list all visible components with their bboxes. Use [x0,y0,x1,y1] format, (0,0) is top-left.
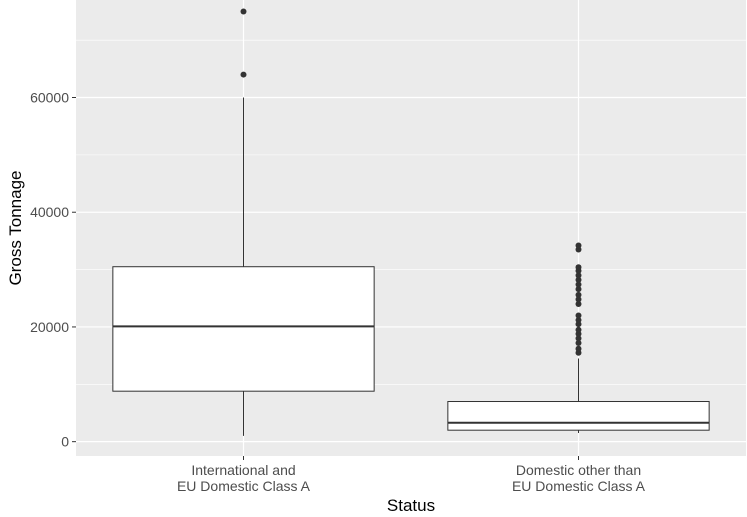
y-tick-label: 60000 [30,90,69,106]
x-tick-label-line: Domestic other than [516,462,641,478]
outlier-point [575,317,582,324]
x-tick-label: International and EU Domestic Class A [177,462,311,494]
outlier-point [575,340,582,347]
outlier-point [575,296,582,303]
x-tick-label-line: EU Domestic Class A [512,478,646,494]
box-group-2 [447,242,710,434]
outlier-point [240,71,247,78]
outlier-point [575,291,582,298]
y-axis-title: Gross Tonnage [6,171,25,286]
outlier-point [575,242,582,249]
box-iqr [447,401,710,431]
x-tick-label-line: EU Domestic Class A [177,478,311,494]
outlier-point [575,326,582,333]
outlier-point [575,312,582,319]
x-tick-label: Domestic other than EU Domestic Class A [512,462,646,494]
y-tick-label: 0 [61,434,69,450]
outlier-point [240,8,247,15]
x-axis: International and EU Domestic Class ADome… [177,456,646,494]
box-group-1 [112,8,375,436]
y-tick-label: 20000 [30,319,69,335]
y-tick-label: 40000 [30,204,69,220]
outlier-point [575,264,582,271]
x-axis-title: Status [387,496,435,515]
box-iqr [112,266,375,392]
x-tick-label-line: International and [191,462,295,478]
outlier-point [575,272,582,279]
outlier-point [575,276,582,283]
outlier-point [575,281,582,288]
y-axis: 0 20000 40000 60000 [30,90,76,450]
outlier-point [575,345,582,352]
outlier-point [575,301,582,307]
boxes [112,8,710,436]
outlier-point [575,286,582,293]
outlier-point [575,335,582,342]
